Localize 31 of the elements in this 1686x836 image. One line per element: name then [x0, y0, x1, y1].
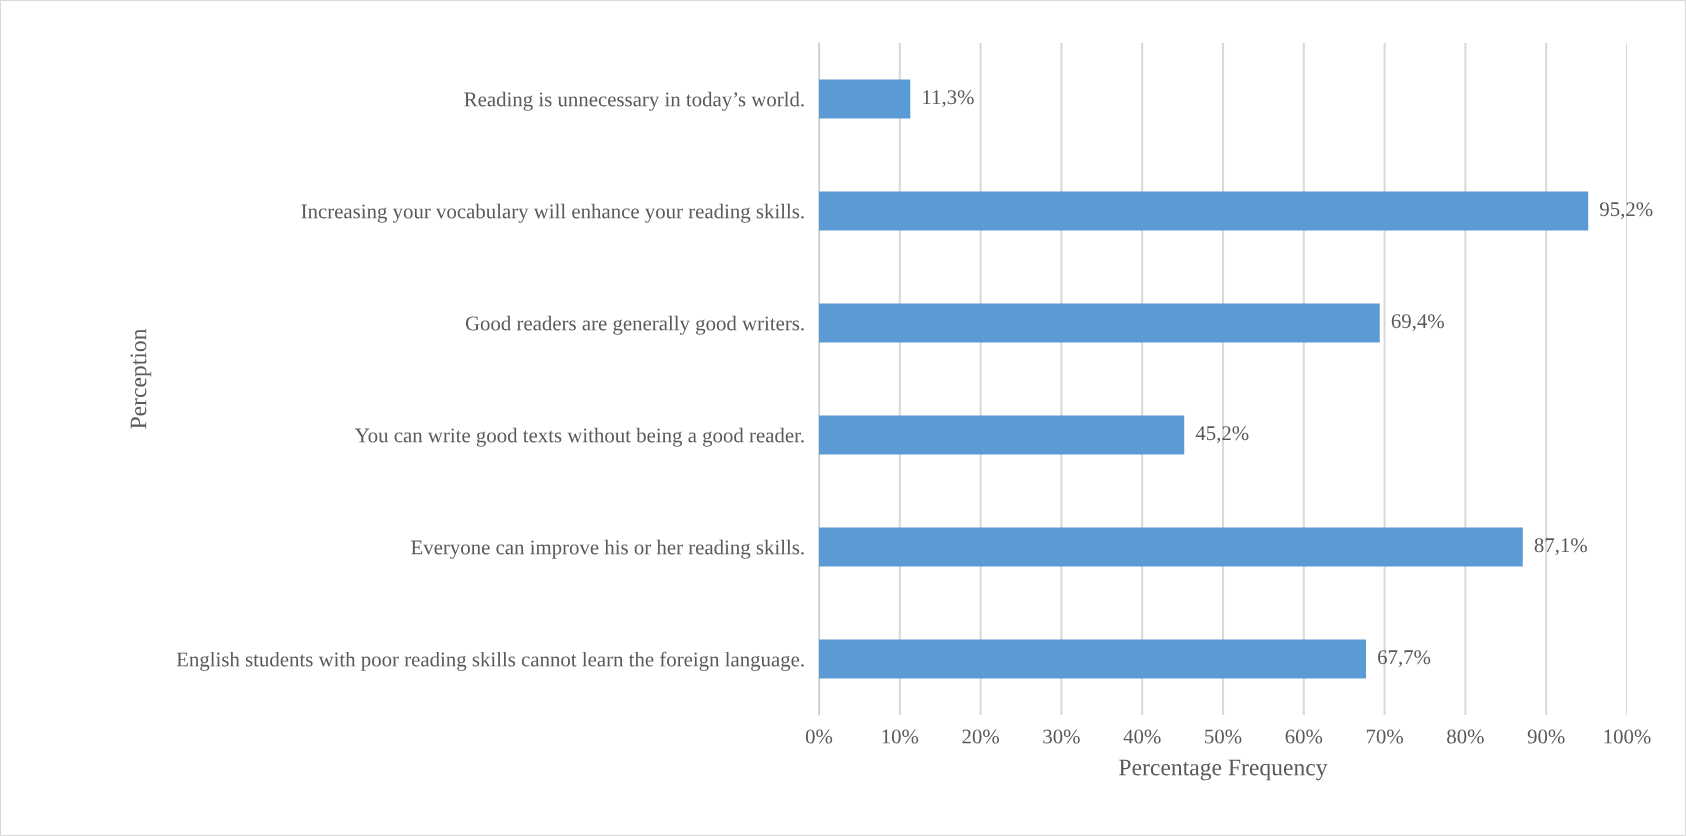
data-label: 67,7% — [1378, 650, 1431, 668]
data-label: 45,2% — [1195, 426, 1249, 444]
x-tick-label: 30% — [1043, 729, 1080, 744]
y-axis-title: Perception — [130, 328, 152, 429]
data-label: 87,1% — [1534, 538, 1587, 556]
x-tick-label: 60% — [1285, 729, 1323, 744]
y-tick-label: English students with poor reading skills cannot learn the foreign language. — [176, 651, 804, 671]
y-tick-label: Increasing your vocabulary will enhance your reading skills. — [301, 203, 804, 223]
data-label: 11,3% — [923, 90, 974, 108]
x-tick-label: 10% — [882, 729, 919, 744]
x-tick-label: 70% — [1366, 729, 1403, 744]
x-tick-label: 100% — [1604, 729, 1651, 744]
data-label: 69,4% — [1391, 314, 1444, 332]
x-axis-title: Percentage Frequency — [1119, 759, 1328, 781]
data-label: 95,2% — [1600, 202, 1653, 220]
bar — [819, 79, 911, 119]
x-tick-label: 50% — [1205, 729, 1242, 744]
bar — [819, 191, 1589, 231]
y-tick-label: Good readers are generally good writers. — [465, 315, 804, 335]
y-tick-label: You can write good texts without being a good reader. — [354, 427, 804, 447]
x-tick-label: 20% — [962, 729, 999, 744]
x-tick-label: 40% — [1123, 729, 1161, 744]
x-tick-label: 0% — [805, 729, 833, 744]
bar — [819, 639, 1367, 679]
y-tick-label: Everyone can improve his or her reading skills. — [411, 539, 804, 559]
x-tick-label: 90% — [1527, 729, 1565, 744]
bar — [819, 527, 1523, 567]
y-tick-label: Reading is unnecessary in today’s world. — [464, 91, 804, 111]
bar — [819, 415, 1185, 455]
bar — [819, 303, 1380, 343]
x-tick-label: 80% — [1447, 729, 1484, 744]
